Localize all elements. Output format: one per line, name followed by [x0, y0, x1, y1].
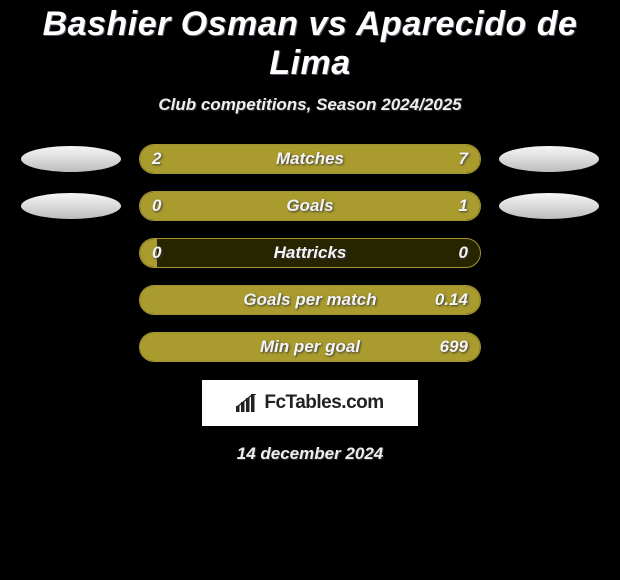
stats-list: 2Matches70Goals10Hattricks0Goals per mat… — [0, 143, 620, 363]
photo-spacer — [21, 287, 121, 313]
stat-label: Matches — [140, 145, 480, 173]
stat-label: Hattricks — [140, 239, 480, 267]
stat-row: 0Hattricks0 — [0, 237, 620, 269]
player-photo-right — [499, 193, 599, 219]
stat-value-right: 1 — [459, 192, 468, 220]
player-photo-left — [21, 146, 121, 172]
stat-value-right: 699 — [440, 333, 468, 361]
stat-row: Min per goal699 — [0, 331, 620, 363]
photo-spacer — [499, 240, 599, 266]
date-line: 14 december 2024 — [0, 444, 620, 464]
stat-bar: 2Matches7 — [139, 144, 481, 174]
stat-bar: Goals per match0.14 — [139, 285, 481, 315]
photo-spacer — [21, 240, 121, 266]
stat-bar: 0Goals1 — [139, 191, 481, 221]
player-photo-right — [499, 146, 599, 172]
stat-value-right: 0 — [459, 239, 468, 267]
bar-chart-icon — [236, 394, 258, 412]
stat-row: 2Matches7 — [0, 143, 620, 175]
stat-label: Min per goal — [140, 333, 480, 361]
subtitle: Club competitions, Season 2024/2025 — [0, 95, 620, 115]
stat-bar: 0Hattricks0 — [139, 238, 481, 268]
stat-row: 0Goals1 — [0, 190, 620, 222]
stat-label: Goals per match — [140, 286, 480, 314]
player-photo-left — [21, 193, 121, 219]
brand-badge: FcTables.com — [202, 380, 418, 426]
stat-value-right: 0.14 — [435, 286, 468, 314]
stat-value-right: 7 — [459, 145, 468, 173]
photo-spacer — [21, 334, 121, 360]
page-title: Bashier Osman vs Aparecido de Lima — [0, 5, 620, 83]
stat-label: Goals — [140, 192, 480, 220]
stat-row: Goals per match0.14 — [0, 284, 620, 316]
stat-bar: Min per goal699 — [139, 332, 481, 362]
photo-spacer — [499, 287, 599, 313]
brand-label: FcTables.com — [264, 392, 383, 414]
photo-spacer — [499, 334, 599, 360]
